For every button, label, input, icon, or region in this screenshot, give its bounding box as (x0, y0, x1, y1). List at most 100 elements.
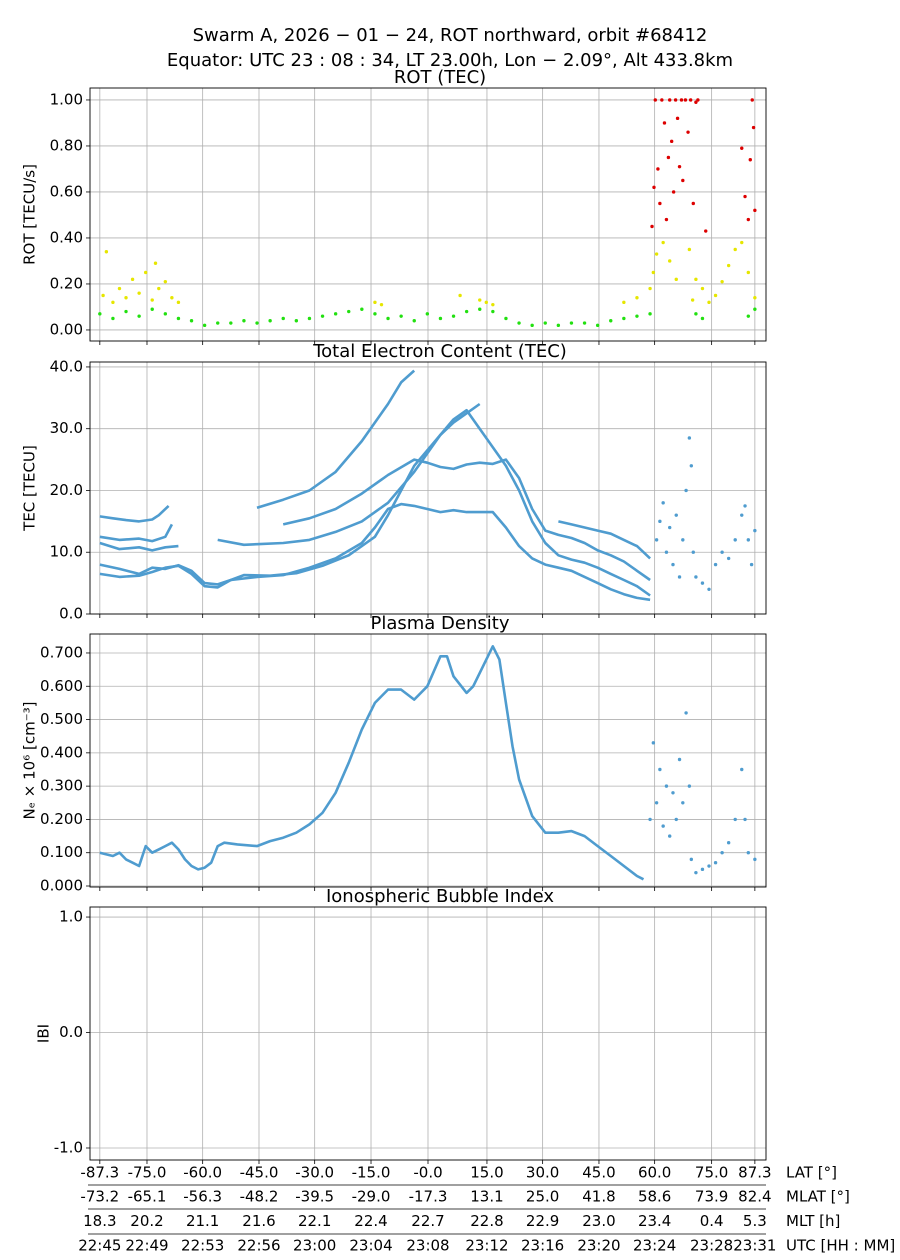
data-point (681, 178, 685, 183)
data-point (700, 867, 705, 872)
data-point (751, 125, 756, 130)
data-point (622, 300, 626, 305)
y-tick-label: 0.20 (50, 274, 83, 292)
x-tick-label: 22.7 (411, 1212, 444, 1230)
data-point (157, 286, 161, 291)
data-point (595, 323, 600, 328)
x-tick-label: 30.0 (526, 1164, 559, 1182)
x-tick-label: -30.0 (295, 1164, 334, 1182)
data-point (137, 314, 141, 318)
y-tick-label: -1.0 (54, 1138, 83, 1156)
x-tick-label: 22.4 (354, 1212, 387, 1230)
data-point (101, 293, 105, 298)
x-tick-label: -17.3 (409, 1188, 448, 1206)
data-point (176, 316, 181, 321)
x-tick-label: 22:45 (78, 1237, 121, 1255)
data-point (694, 870, 698, 875)
data-point (691, 201, 695, 206)
data-point (652, 185, 656, 190)
data-point (543, 321, 547, 325)
x-tick-label: -73.2 (80, 1188, 119, 1206)
data-point (740, 513, 744, 517)
data-point (689, 464, 694, 468)
x-tick-label: -65.1 (128, 1188, 167, 1206)
data-point (451, 314, 456, 318)
data-point (666, 155, 671, 160)
data-point (530, 323, 534, 328)
y-tick-label: 30.0 (50, 419, 83, 437)
data-point (320, 314, 325, 318)
data-line (99, 369, 416, 523)
data-line (99, 645, 645, 881)
data-point (229, 321, 233, 325)
data-point (360, 307, 364, 311)
data-point (740, 146, 744, 150)
data-point (677, 575, 682, 579)
data-point (696, 98, 700, 102)
data-point (746, 270, 751, 275)
data-point (720, 279, 724, 284)
data-point (425, 312, 430, 316)
data-point (664, 217, 669, 222)
plot-frame (89, 906, 767, 1161)
data-point (691, 550, 695, 554)
x-tick-label: -15.0 (352, 1164, 391, 1182)
data-point (720, 851, 724, 855)
y-tick-label: 1.00 (50, 90, 83, 108)
x-tick-label: -60.0 (183, 1164, 222, 1182)
data-point (635, 296, 639, 300)
y-tick-label: 0.200 (40, 810, 83, 828)
data-point (681, 801, 685, 805)
data-point (654, 538, 659, 542)
plot-frame (89, 361, 767, 615)
data-point (664, 550, 669, 554)
data-point (750, 98, 754, 102)
data-point (189, 319, 194, 323)
data-point (684, 488, 688, 493)
data-point (294, 319, 299, 323)
data-point (700, 286, 705, 291)
data-point (124, 309, 128, 314)
data-point (740, 767, 744, 772)
data-point (668, 98, 672, 102)
x-tick-label: 21.6 (242, 1212, 275, 1230)
x-tick-label: 73.9 (695, 1188, 728, 1206)
data-point (111, 300, 115, 305)
data-point (720, 550, 724, 554)
data-point (687, 436, 692, 440)
data-point (746, 314, 751, 318)
data-point (743, 817, 747, 822)
data-point (654, 252, 659, 256)
data-point (650, 224, 654, 229)
chart-subtitle: Equator: UTC 23 : 08 : 34, LT 23.00h, Lo… (167, 50, 733, 71)
data-point (681, 538, 685, 542)
y-tick-label: 0.80 (50, 136, 83, 154)
x-tick-label: 60.0 (638, 1164, 671, 1182)
data-point (674, 513, 678, 517)
data-point (609, 319, 613, 323)
x-tick-label: 22:56 (237, 1237, 280, 1255)
x-tick-label: 23:12 (465, 1237, 508, 1255)
data-point (713, 293, 718, 298)
data-point (743, 504, 747, 508)
data-point (677, 757, 682, 762)
data-point (733, 817, 737, 822)
data-point (255, 321, 259, 325)
panel-title: Total Electron Content (TEC) (312, 341, 567, 362)
panel-title: Plasma Density (371, 613, 510, 634)
data-point (569, 321, 574, 325)
data-point (700, 581, 705, 585)
x-tick-label: 23:04 (349, 1237, 392, 1255)
x-tick-label: -45.0 (240, 1164, 279, 1182)
y-tick-label: 0.100 (40, 843, 83, 861)
data-point (137, 291, 141, 295)
data-point (707, 587, 711, 591)
data-point (686, 130, 690, 134)
data-point (379, 302, 384, 307)
data-point (654, 801, 659, 805)
data-line (99, 408, 651, 597)
data-point (176, 300, 181, 305)
data-point (690, 298, 695, 302)
data-point (664, 784, 669, 788)
data-point (399, 314, 403, 318)
